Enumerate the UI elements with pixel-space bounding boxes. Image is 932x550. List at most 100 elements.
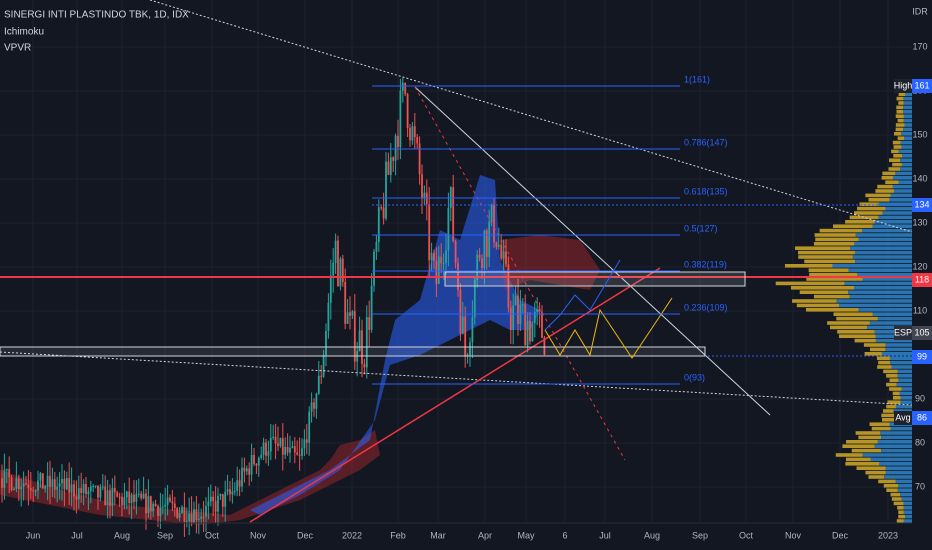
volume-bar: [900, 158, 912, 162]
volume-bar: [882, 409, 894, 413]
candle: [481, 258, 483, 269]
candle: [106, 490, 109, 506]
candle: [401, 82, 404, 91]
candle: [61, 478, 63, 484]
candle: [68, 478, 71, 493]
volume-bar: [863, 343, 886, 347]
volume-bar: [900, 140, 912, 145]
volume-bar: [903, 510, 912, 514]
candle: [176, 507, 179, 518]
candle: [490, 204, 493, 222]
fib-label: 0.786(147): [684, 137, 728, 147]
volume-bar: [901, 497, 912, 501]
badge-value: 105: [914, 327, 929, 337]
candle: [164, 504, 167, 507]
candle: [339, 258, 342, 287]
candle: [193, 509, 195, 523]
volume-bar: [839, 303, 912, 308]
time-label: Jul: [599, 530, 611, 540]
candle: [87, 491, 90, 495]
candle: [217, 495, 219, 512]
volume-bar: [905, 92, 912, 96]
volume-bar: [903, 101, 912, 105]
volume-bar: [871, 426, 891, 431]
candle: [109, 490, 111, 506]
time-label: May: [517, 530, 535, 540]
candle: [269, 437, 272, 452]
volume-bar: [895, 127, 904, 132]
volume-bar: [893, 145, 902, 149]
volume-bar: [836, 316, 878, 321]
candle: [502, 251, 505, 259]
candle: [469, 342, 471, 356]
volume-bar: [886, 404, 896, 409]
candle: [219, 494, 222, 496]
candle: [178, 513, 181, 518]
candle: [3, 469, 6, 488]
candle: [325, 331, 327, 355]
candle: [303, 439, 306, 449]
candle: [152, 503, 155, 512]
badge: [912, 198, 932, 212]
candle: [257, 458, 260, 466]
volume-bar: [890, 492, 901, 497]
volume-bar: [849, 294, 912, 299]
volume-bar: [897, 506, 904, 510]
candle: [233, 490, 236, 492]
volume-bar: [878, 202, 912, 206]
candle: [476, 254, 479, 281]
volume-bar: [898, 101, 904, 105]
price-label: 130: [912, 217, 927, 227]
candle: [145, 493, 147, 514]
volume-bar: [876, 356, 890, 360]
candle: [445, 250, 447, 264]
volume-bar: [854, 242, 912, 246]
volume-bar: [885, 470, 912, 475]
price-label: 140: [912, 173, 927, 183]
volume-bar: [869, 321, 912, 325]
trendline: [149, 0, 913, 233]
volume-bar: [852, 255, 912, 259]
volume-bar: [855, 233, 912, 237]
candle: [205, 505, 207, 517]
volume-bar: [881, 418, 895, 422]
volume-bar: [854, 286, 912, 290]
candle: [44, 486, 47, 489]
volume-bar: [903, 114, 912, 118]
volume-bar: [832, 264, 912, 268]
candle: [404, 82, 407, 94]
candle: [421, 174, 423, 199]
volume-bar: [905, 514, 912, 519]
badge: [912, 273, 932, 287]
volume-bar: [833, 312, 873, 316]
candle: [89, 486, 92, 492]
volume-bar: [898, 149, 912, 154]
volume-bar: [903, 501, 912, 506]
volume-bar: [862, 277, 912, 281]
volume-bar: [885, 466, 912, 470]
volume-bar: [799, 290, 849, 294]
candle: [375, 242, 378, 252]
candle: [75, 496, 78, 500]
candle: [157, 506, 159, 517]
badge-value: 118: [915, 274, 929, 284]
candle: [387, 161, 390, 175]
candle: [137, 493, 140, 495]
candle: [430, 252, 433, 261]
candle: [128, 491, 131, 503]
volume-bar: [849, 215, 879, 220]
volume-bar: [898, 92, 906, 96]
volume-bar: [882, 171, 896, 176]
volume-bar: [877, 365, 892, 369]
volume-bar: [872, 312, 912, 316]
candle: [329, 275, 332, 303]
price-label: 110: [913, 305, 927, 315]
badge: [912, 79, 932, 93]
candle: [440, 256, 443, 264]
badge-value: 99: [917, 351, 927, 361]
volume-bar: [819, 228, 862, 233]
volume-bar: [886, 382, 897, 387]
candle: [411, 126, 414, 141]
fib-label: 0.618(135): [684, 186, 728, 196]
volume-bar: [857, 206, 886, 211]
